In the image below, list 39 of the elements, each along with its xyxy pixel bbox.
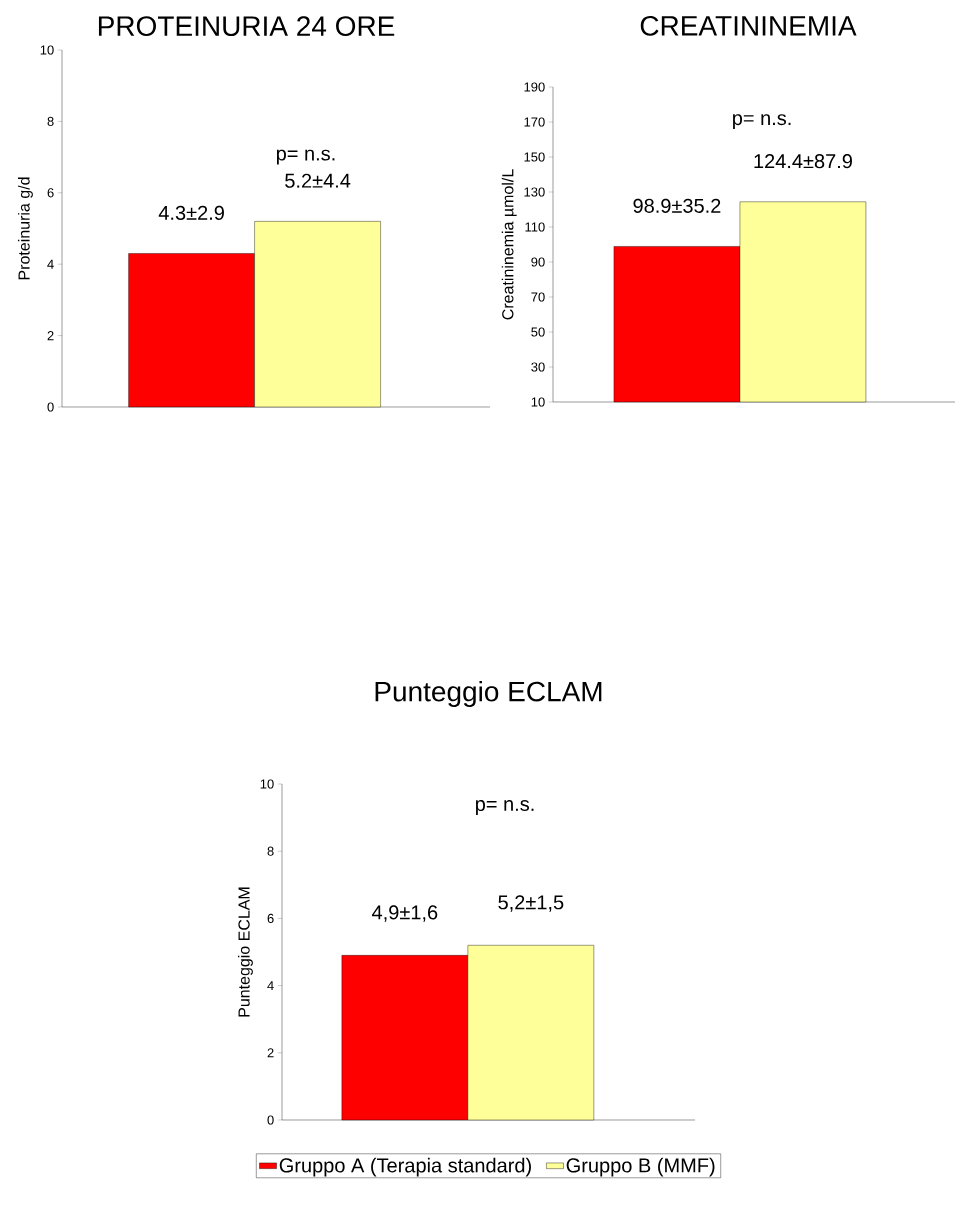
legend-label: Gruppo A (Terapia standard) (279, 1157, 531, 1177)
y-tick-label: 150 (524, 152, 545, 162)
y-tick-label: 10 (40, 45, 54, 55)
y-tick-label: 130 (524, 187, 545, 197)
y-axis-title: Proteinuria g/d (17, 177, 33, 280)
data-label: 5,2±1,5 (498, 895, 564, 912)
y-tick-label: 30 (531, 362, 545, 372)
data-label: 4.3±2.9 (158, 205, 224, 220)
y-tick-label: 10 (260, 779, 274, 789)
y-tick-label: 2 (267, 1048, 274, 1058)
y-tick-label: 110 (525, 222, 545, 232)
y-axis-title: Creatininemia µmol/L (501, 169, 517, 320)
annotation: p= n.s. (276, 149, 335, 165)
y-tick-label: 50 (531, 327, 545, 337)
legend-label: Gruppo B (MMF) (566, 1157, 715, 1177)
data-label: 124.4±87.9 (754, 154, 852, 169)
chart-title: CREATININEMIA (640, 15, 857, 36)
y-tick-label: 0 (47, 402, 54, 412)
data-label: 4,9±1,6 (372, 905, 438, 922)
chart-title: PROTEINURIA 24 ORE (98, 16, 395, 37)
y-tick-label: 6 (47, 188, 54, 198)
y-tick-label: 4 (47, 259, 54, 269)
y-tick-label: 8 (47, 116, 54, 126)
y-tick-label: 6 (267, 913, 274, 923)
annotation: p= n.s. (476, 800, 534, 815)
chart-title: Punteggio ECLAM (375, 680, 602, 708)
y-tick-label: 90 (531, 257, 545, 267)
y-tick-label: 8 (267, 846, 274, 856)
data-label: 5.2±4.4 (285, 173, 351, 188)
y-tick-label: 4 (267, 981, 274, 991)
y-tick-label: 190 (524, 82, 545, 92)
y-tick-label: 10 (531, 397, 545, 407)
data-label: 98.9±35.2 (633, 198, 721, 213)
y-axis-title: Punteggio ECLAM (237, 887, 253, 1017)
y-tick-label: 0 (267, 1115, 274, 1125)
y-tick-label: 2 (47, 331, 54, 341)
annotation: p= n.s. (733, 114, 791, 130)
y-tick-label: 170 (524, 117, 545, 127)
y-tick-label: 70 (531, 292, 545, 302)
